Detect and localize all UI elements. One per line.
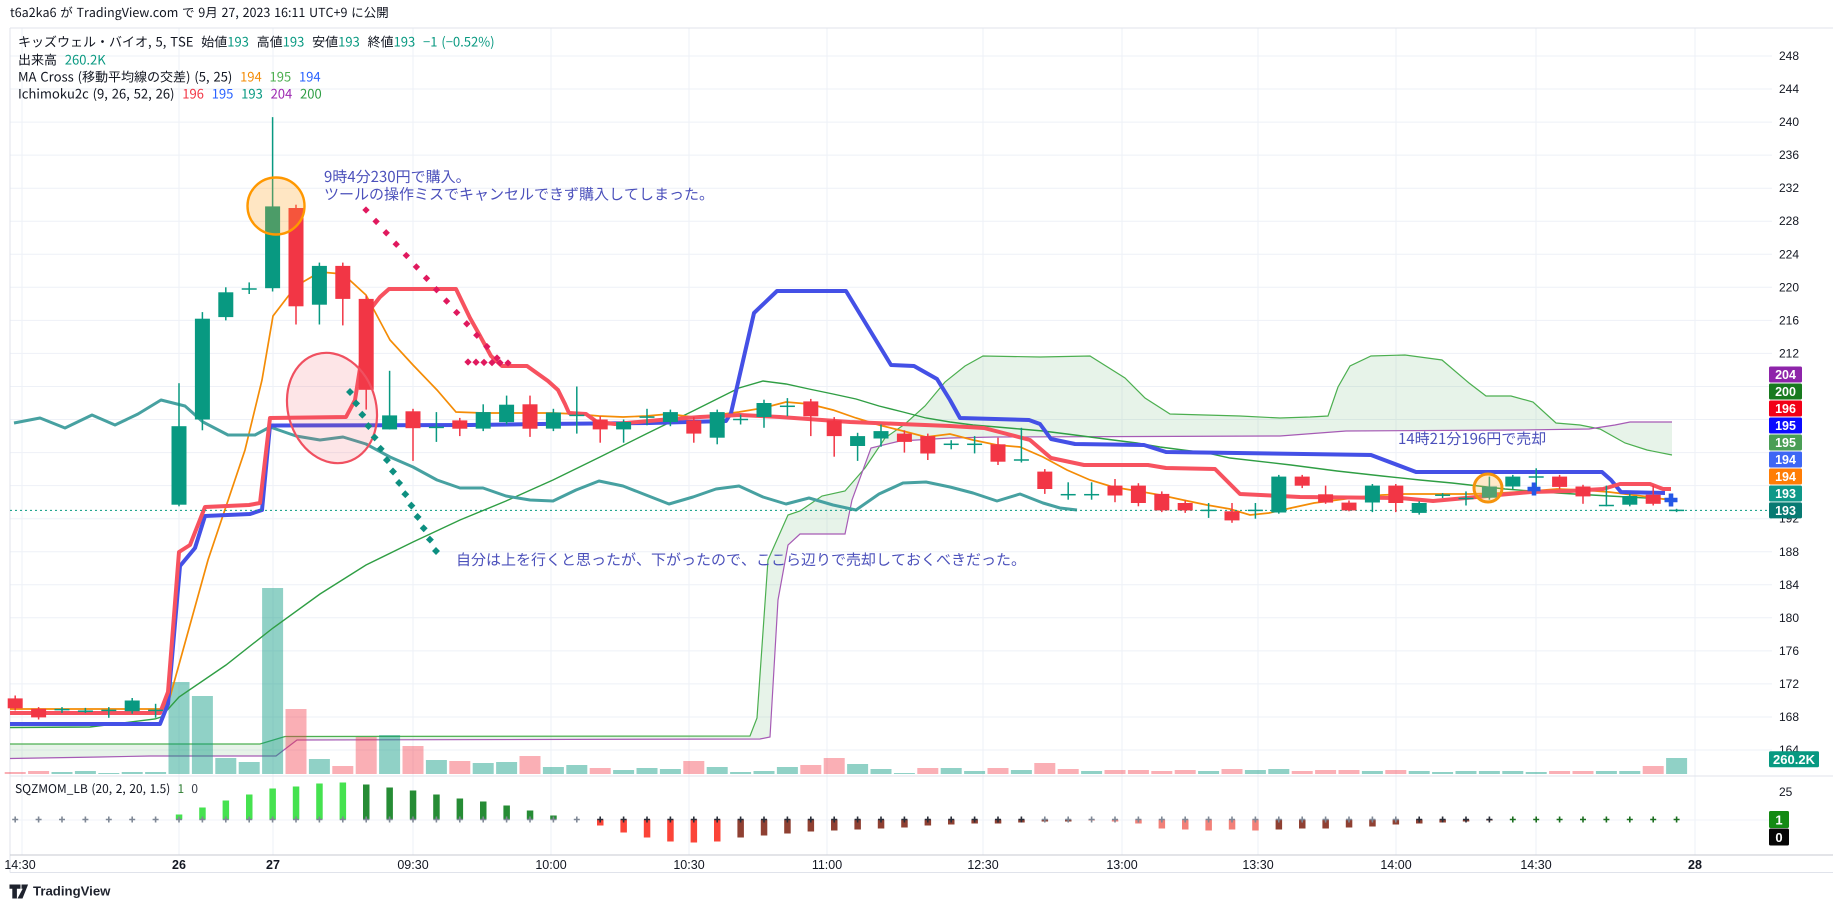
svg-text:10:00: 10:00 [535,858,566,872]
svg-text:1: 1 [1775,813,1782,828]
svg-text:27: 27 [266,858,280,872]
svg-text:180: 180 [1779,611,1799,625]
svg-text:220: 220 [1779,280,1799,294]
svg-text:11:00: 11:00 [812,858,842,872]
svg-text:09:30: 09:30 [397,858,428,872]
svg-text:200: 200 [1775,385,1796,399]
svg-text:13:30: 13:30 [1242,858,1273,872]
svg-text:236: 236 [1779,148,1799,162]
svg-text:193: 193 [1775,504,1796,518]
svg-text:195: 195 [1775,419,1796,433]
svg-text:232: 232 [1779,181,1799,195]
svg-text:188: 188 [1779,545,1799,559]
svg-text:14:30: 14:30 [4,858,35,872]
svg-text:260.2K: 260.2K [1773,752,1816,767]
svg-text:14:00: 14:00 [1380,858,1411,872]
svg-text:184: 184 [1779,578,1799,592]
svg-text:195: 195 [1775,436,1796,450]
svg-text:193: 193 [1775,487,1796,501]
svg-text:216: 216 [1779,313,1799,327]
svg-text:14:30: 14:30 [1520,858,1551,872]
svg-text:10:30: 10:30 [673,858,704,872]
svg-text:168: 168 [1779,710,1799,724]
svg-text:13:00: 13:00 [1106,858,1137,872]
svg-text:248: 248 [1779,49,1799,63]
svg-text:0: 0 [1775,830,1782,845]
svg-text:196: 196 [1775,402,1796,416]
svg-text:194: 194 [1775,453,1796,467]
svg-text:28: 28 [1688,858,1702,872]
svg-text:12:30: 12:30 [967,858,998,872]
svg-text:26: 26 [172,858,186,872]
svg-text:224: 224 [1779,247,1799,261]
svg-text:176: 176 [1779,644,1799,658]
svg-text:204: 204 [1775,368,1796,382]
svg-text:212: 212 [1779,346,1799,360]
svg-text:228: 228 [1779,214,1799,228]
svg-text:244: 244 [1779,82,1799,96]
svg-text:194: 194 [1775,470,1796,484]
svg-text:240: 240 [1779,115,1799,129]
svg-text:TradingView: TradingView [33,884,111,899]
svg-text:25: 25 [1779,785,1793,799]
svg-text:172: 172 [1779,677,1799,691]
